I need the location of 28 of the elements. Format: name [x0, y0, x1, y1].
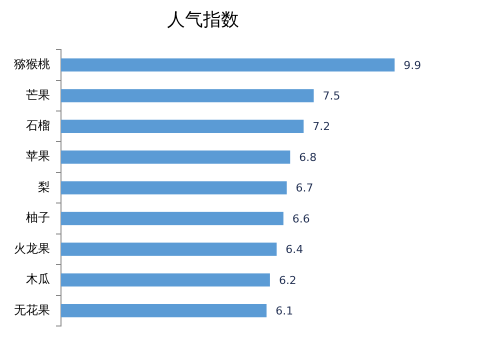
y-tick-label: 梨: [38, 180, 50, 194]
y-tick-label: 猕猴桃: [14, 57, 50, 72]
chart-title: 人气指数: [167, 9, 239, 30]
data-label: 7.5: [322, 90, 340, 103]
data-label: 6.7: [296, 182, 314, 195]
y-tick-label: 无花果: [14, 302, 50, 317]
bar: [61, 150, 290, 164]
y-tick-label: 石榴: [26, 118, 50, 133]
bar: [61, 273, 270, 287]
data-label: 6.6: [292, 212, 310, 226]
y-tick-label: 火龙果: [14, 241, 50, 256]
bar: [61, 242, 277, 256]
bar: [61, 120, 304, 133]
y-tick-label: 苹果: [26, 149, 50, 164]
data-label: 9.9: [404, 58, 422, 72]
data-label: 6.1: [276, 304, 294, 318]
data-label: 7.2: [312, 120, 330, 134]
bar: [61, 181, 287, 194]
bar: [61, 58, 395, 72]
y-tick-label: 木瓜: [26, 272, 50, 286]
y-tick-label: 柚子: [26, 210, 50, 225]
bar: [61, 304, 267, 318]
y-tick-label: 芒果: [26, 88, 50, 102]
data-label: 6.2: [278, 274, 296, 287]
bar: [61, 89, 314, 102]
bar: [61, 212, 284, 226]
data-label: 6.4: [286, 243, 304, 256]
data-label: 6.8: [299, 150, 317, 164]
